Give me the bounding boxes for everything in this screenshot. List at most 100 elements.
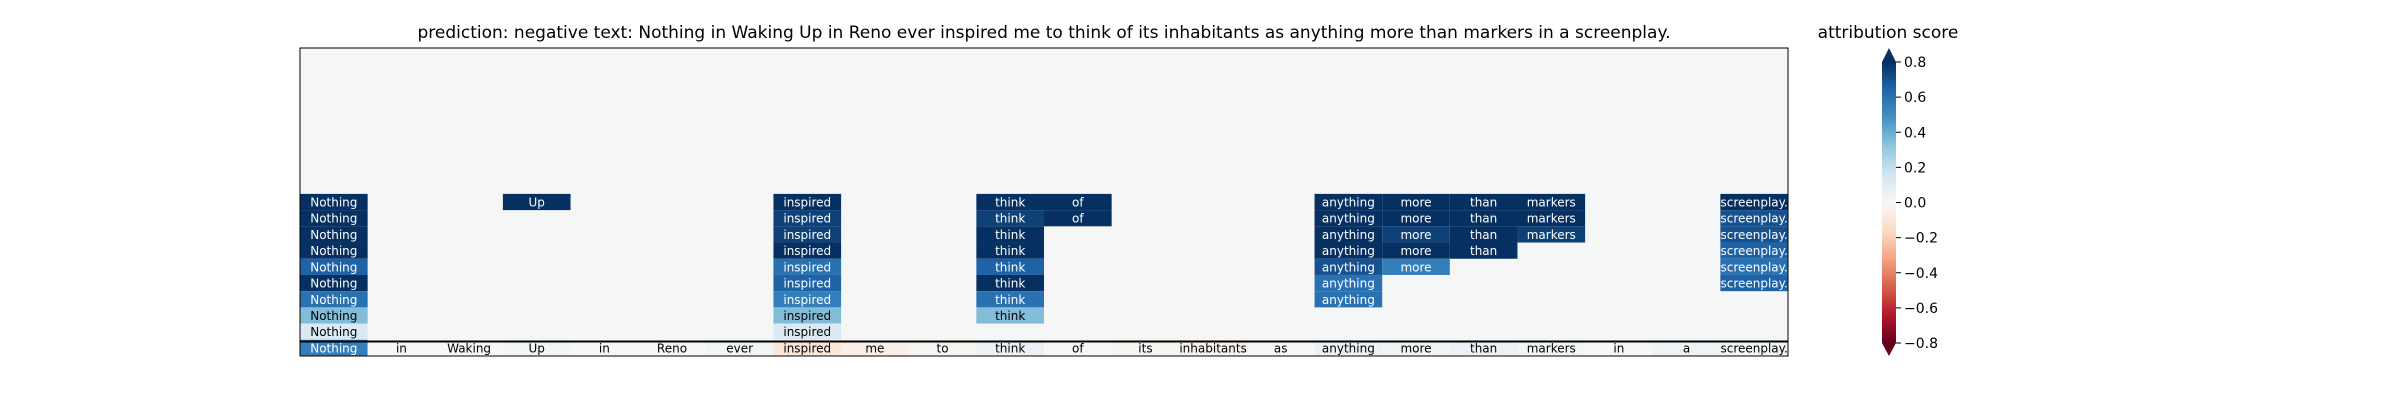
evidence-token-label: Nothing <box>310 293 357 307</box>
base-token-label: Nothing <box>310 341 357 355</box>
evidence-cell <box>300 323 368 340</box>
evidence-cell <box>300 242 368 259</box>
evidence-cell <box>976 210 1044 227</box>
evidence-token-label: Nothing <box>310 228 357 242</box>
evidence-cell <box>976 291 1044 308</box>
evidence-token-label: than <box>1470 228 1497 242</box>
base-cell <box>1179 339 1247 356</box>
evidence-cell <box>976 242 1044 259</box>
evidence-token-label: screenplay. <box>1720 196 1787 210</box>
colorbar-tick-label: −0.4 <box>1904 266 1938 282</box>
base-cell <box>1720 339 1788 356</box>
base-token-label: to <box>937 341 949 355</box>
evidence-cell <box>1382 258 1450 275</box>
base-cell <box>1517 339 1586 356</box>
base-token-label: Waking <box>447 341 491 355</box>
colorbar-tick-label: 0.4 <box>1904 125 1926 141</box>
evidence-cell <box>773 210 842 227</box>
evidence-token-label: anything <box>1322 212 1375 226</box>
evidence-cell <box>1517 210 1586 227</box>
evidence-cell <box>300 210 368 227</box>
evidence-cell <box>1314 258 1383 275</box>
base-cell <box>841 339 909 356</box>
evidence-cell <box>773 307 842 324</box>
evidence-token-label: Nothing <box>310 325 357 339</box>
evidence-token-label: Nothing <box>310 212 357 226</box>
evidence-cell <box>773 226 842 243</box>
base-cell <box>1449 339 1518 356</box>
base-cell <box>570 339 639 356</box>
evidence-token-label: anything <box>1322 277 1375 291</box>
colorbar-extend-bottom <box>1882 343 1896 356</box>
evidence-cell <box>1449 242 1518 259</box>
evidence-token-label: think <box>995 293 1025 307</box>
colorbar-tick-label: −0.8 <box>1904 336 1938 352</box>
evidence-cell <box>1382 242 1450 259</box>
base-cell <box>1382 339 1450 356</box>
evidence-token-label: than <box>1470 244 1497 258</box>
base-cell <box>1585 339 1653 356</box>
base-token-label: in <box>1613 341 1624 355</box>
base-cell <box>367 339 436 356</box>
evidence-cell <box>1720 242 1788 259</box>
evidence-cell <box>1517 193 1586 211</box>
colorbar-tick-label: −0.2 <box>1904 231 1938 247</box>
evidence-token-label: than <box>1470 196 1497 210</box>
base-cell <box>1111 339 1180 356</box>
evidence-token-label: Nothing <box>310 244 357 258</box>
evidence-cell <box>976 274 1044 292</box>
evidence-cell <box>1044 193 1112 211</box>
base-cell <box>502 339 571 356</box>
evidence-cell <box>1314 193 1383 211</box>
evidence-token-label: of <box>1072 212 1084 226</box>
evidence-cell <box>1314 226 1383 243</box>
evidence-cell <box>1382 210 1450 227</box>
base-cell <box>1044 339 1112 356</box>
colorbar-scale <box>1882 62 1896 343</box>
evidence-token-label: Up <box>529 196 545 210</box>
evidence-token-label: screenplay. <box>1720 277 1787 291</box>
evidence-token-label: of <box>1072 196 1084 210</box>
base-cell <box>638 339 706 356</box>
colorbar-tick-label: 0.2 <box>1904 160 1926 176</box>
evidence-cell <box>300 226 368 243</box>
base-token-label: of <box>1072 341 1084 355</box>
evidence-token-label: than <box>1470 212 1497 226</box>
evidence-token-label: inspired <box>783 212 831 226</box>
evidence-cell <box>773 193 842 211</box>
evidence-token-label: think <box>995 228 1025 242</box>
base-cell <box>300 339 368 356</box>
evidence-token-label: more <box>1400 244 1431 258</box>
colorbar-tick-label: 0.0 <box>1904 196 1926 212</box>
evidence-cell <box>1449 193 1518 211</box>
evidence-cell <box>1720 226 1788 243</box>
evidence-token-label: screenplay. <box>1720 244 1787 258</box>
evidence-cell <box>976 307 1044 324</box>
base-token-label: me <box>865 341 884 355</box>
base-token-label: Reno <box>657 341 687 355</box>
base-token-label: its <box>1138 341 1152 355</box>
chart-title: prediction: negative text: Nothing in Wa… <box>418 23 1671 43</box>
evidence-token-label: anything <box>1322 260 1375 274</box>
evidence-cell <box>1720 258 1788 275</box>
evidence-token-label: more <box>1400 228 1431 242</box>
evidence-cell <box>1720 210 1788 227</box>
base-token-label: in <box>396 341 407 355</box>
evidence-cell <box>1449 210 1518 227</box>
evidence-cell <box>1720 274 1788 292</box>
colorbar-tick-label: 0.8 <box>1904 55 1926 71</box>
evidence-token-label: think <box>995 196 1025 210</box>
evidence-token-label: more <box>1400 260 1431 274</box>
evidence-token-label: think <box>995 277 1025 291</box>
evidence-cell <box>1382 226 1450 243</box>
evidence-cell <box>1044 210 1112 227</box>
base-token-label: Up <box>529 341 545 355</box>
evidence-token-label: anything <box>1322 196 1375 210</box>
evidence-cell <box>1517 226 1586 243</box>
evidence-token-label: markers <box>1527 228 1576 242</box>
evidence-cell <box>773 291 842 308</box>
evidence-token-label: anything <box>1322 228 1375 242</box>
base-token-label: screenplay. <box>1720 341 1787 355</box>
evidence-token-label: Nothing <box>310 260 357 274</box>
evidence-cell <box>300 291 368 308</box>
